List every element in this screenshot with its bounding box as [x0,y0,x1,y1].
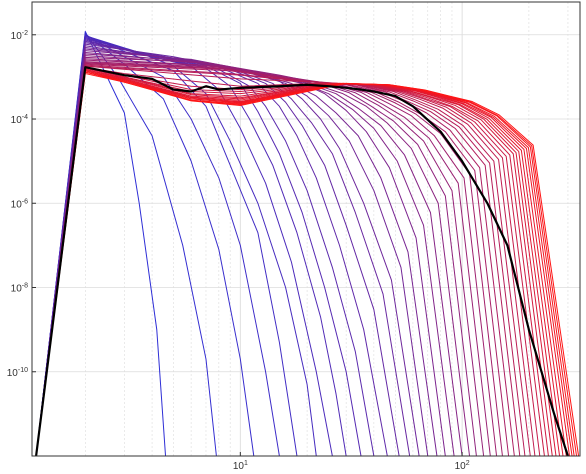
series-line-15 [35,46,429,457]
series-line-1 [35,30,167,457]
series-line-28 [35,64,521,457]
series-line-13 [35,43,411,457]
series-line-11 [35,40,388,457]
series-line-23 [35,59,491,457]
series-line-36 [35,68,557,457]
x-tick-label: 101 [233,460,248,472]
series-line-6 [35,35,317,457]
series-line-29 [35,65,526,457]
series-line-10 [35,39,375,457]
y-tick-label: 10-8 [11,283,28,295]
y-tick-label: 10-6 [11,198,28,210]
series-line-20 [35,55,471,457]
series-line-44 [35,73,580,457]
highlight-series-line [35,66,569,457]
y-tick-label: 10-10 [7,367,28,379]
series-line-24 [35,61,498,457]
series-line-33 [35,67,545,457]
series-line-22 [35,58,485,457]
series-line-30 [35,65,531,457]
series-line-2 [35,32,217,457]
series-line-21 [35,56,477,457]
y-tick-label: 10-2 [11,30,28,42]
series-line-14 [35,45,420,457]
y-tick-label: 10-4 [11,114,28,126]
plot-frame [31,1,581,457]
series-layer [35,30,580,457]
series-line-4 [35,34,280,457]
series-line-25 [35,61,503,457]
x-tick-label: 102 [455,460,470,472]
highlight-layer [35,66,569,457]
series-line-34 [35,67,549,457]
series-line-39 [35,70,567,457]
series-line-19 [35,53,463,457]
series-line-17 [35,50,446,457]
series-line-37 [35,68,561,457]
tick-layer: 10-2 10-4 10-6 10-8 10-10 101 102 [7,30,470,472]
